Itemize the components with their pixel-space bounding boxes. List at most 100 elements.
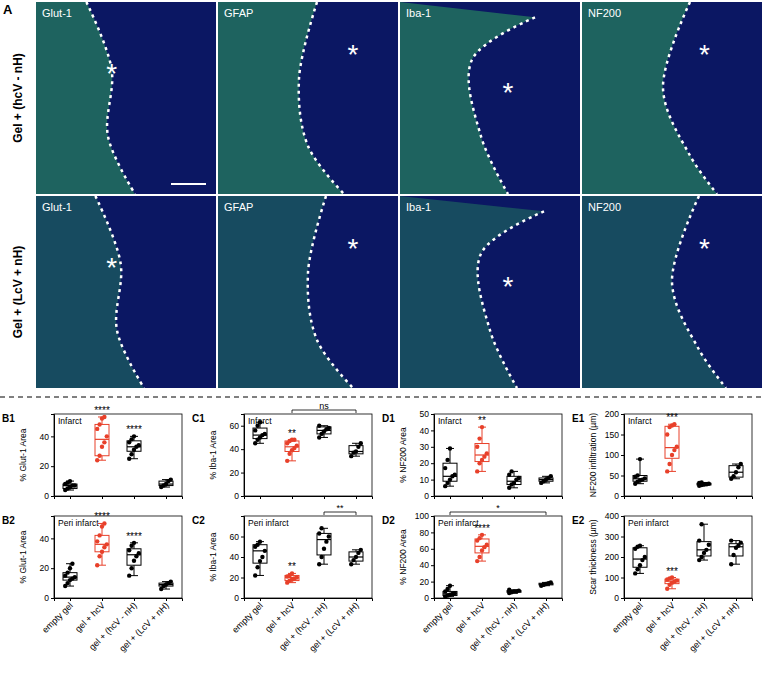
significance-label: * (496, 503, 500, 513)
annotation: Infarct (58, 416, 82, 426)
panel-title: C2 (192, 515, 205, 526)
tick-mark (260, 598, 261, 601)
tick-mark (621, 414, 624, 415)
y-axis-title: Scar thickness (µm) (588, 519, 598, 594)
tick-mark (51, 496, 54, 497)
row-label: Gel + (hcV - nH) (11, 53, 25, 143)
stain-region (400, 196, 544, 388)
tick-label: 100 (605, 573, 619, 583)
data-point (263, 432, 267, 436)
tick-label: 50 (610, 471, 620, 481)
data-point (475, 445, 479, 449)
data-point (129, 452, 133, 456)
whisker (482, 427, 483, 443)
marks (633, 422, 743, 488)
y-tick: 50 (420, 409, 434, 419)
y-axis: 0204060 (230, 517, 245, 604)
data-point (453, 591, 457, 595)
data-point (70, 562, 74, 566)
y-tick: 40 (420, 560, 434, 570)
tick-label: empty gel (610, 600, 645, 635)
box-panel: 02040B1% Glut-1 AreaInfarct******** (2, 405, 183, 501)
data-point (517, 476, 521, 480)
y-tick: 100 (415, 511, 434, 521)
tick-label: 60 (230, 532, 240, 542)
x-tick (260, 496, 261, 499)
x-tick: empty gel (420, 598, 455, 635)
whisker (260, 563, 261, 575)
data-point (670, 453, 674, 457)
tick-mark (241, 473, 244, 474)
data-point (638, 544, 642, 548)
whisker (640, 567, 641, 573)
data-point (263, 549, 267, 553)
box (665, 426, 679, 458)
whisker (450, 481, 451, 486)
data-point (354, 449, 358, 453)
micrograph: Iba-1* (400, 196, 580, 388)
axis-line (625, 497, 753, 500)
data-point (485, 543, 489, 547)
y-tick: 0 (614, 593, 624, 603)
tick-mark (241, 496, 244, 497)
data-point (295, 443, 299, 447)
data-point (97, 554, 101, 558)
data-point (697, 538, 701, 542)
data-point (105, 542, 109, 546)
y-tick: 20 (420, 577, 434, 587)
channel-label: Iba-1 (406, 201, 431, 213)
data-point (258, 539, 262, 543)
data-point (507, 588, 511, 592)
data-point (475, 559, 479, 563)
x-tick (482, 496, 483, 499)
tick-mark (166, 598, 167, 601)
channel-label: GFAP (224, 201, 253, 213)
y-tick: 200 (605, 409, 624, 419)
whisker (736, 556, 737, 564)
plot-frame (54, 414, 182, 496)
significance-label: **** (126, 424, 142, 435)
boundary-line (299, 2, 344, 194)
axis-line (621, 415, 625, 497)
tick-mark (431, 582, 434, 583)
tick-mark (621, 557, 624, 558)
lesion-marker: * (106, 252, 117, 283)
plot-frame (434, 516, 562, 598)
y-axis-title: NF200 infiltration (µm) (588, 413, 598, 497)
data-point (509, 469, 513, 473)
figure: AGel + (hcV - nH)Glut-1*GFAP*Iba-1*NF200… (0, 0, 763, 691)
tick-label: 20 (420, 458, 430, 468)
data-point (73, 575, 77, 579)
image-background (218, 196, 398, 388)
x-tick: gel + (LcV + nH) (497, 598, 550, 654)
y-axis: 0100200300400 (605, 511, 625, 603)
tick-mark (324, 496, 325, 499)
y-tick: 50 (610, 471, 624, 481)
box (349, 446, 363, 454)
tick-mark (292, 496, 293, 499)
y-axis: 050100150200 (605, 409, 625, 501)
y-tick: 200 (605, 552, 624, 562)
box-panel: 0204060C1% Iba-1 AreaInfarct**ns (192, 401, 373, 502)
data-point (667, 462, 671, 466)
data-point (100, 445, 104, 449)
tick-mark (70, 598, 71, 601)
data-point (549, 580, 553, 584)
data-point (100, 550, 104, 554)
panel-title: B2 (2, 515, 15, 526)
y-tick: 20 (40, 461, 54, 471)
tick-label: gel + (LcV + nH) (497, 600, 550, 653)
x-tick: gel + hcV (263, 598, 297, 634)
y-tick: 0 (234, 491, 244, 501)
tick-mark (431, 549, 434, 550)
box (697, 542, 711, 556)
micrograph: GFAP* (218, 196, 398, 388)
whisker (292, 451, 293, 460)
channel-label: NF200 (588, 201, 621, 213)
median (95, 439, 109, 440)
data-point (638, 563, 642, 567)
data-point (734, 470, 738, 474)
tick-mark (51, 568, 54, 569)
tick-label: 40 (40, 534, 50, 544)
whisker (450, 448, 451, 463)
